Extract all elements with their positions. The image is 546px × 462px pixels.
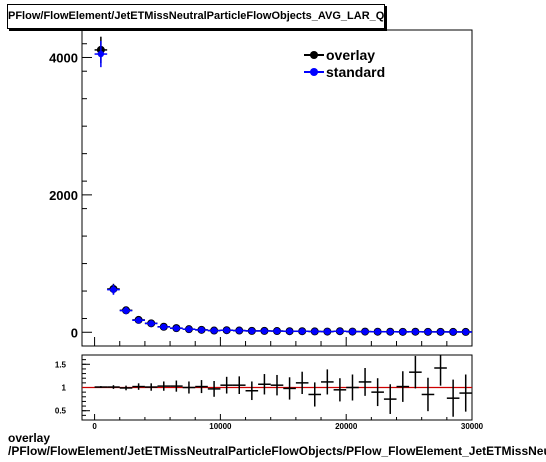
data-point-standard [273, 327, 281, 335]
ratio-y-tick-label: 1 [62, 384, 67, 393]
main-y-tick-label: 0 [71, 325, 78, 340]
data-point-standard [122, 307, 130, 314]
series-overlay [94, 36, 472, 336]
data-point-standard [387, 328, 394, 335]
ratio-x-tick-label: 10000 [209, 422, 232, 431]
footer-line-2: /PFlow/FlowElement/JetETMissNeutralParti… [8, 444, 546, 458]
footer-caption: overlay /PFlow/FlowElement/JetETMissNeut… [8, 432, 546, 458]
data-point-standard [399, 328, 407, 336]
main-plot-border [81, 29, 473, 347]
data-point-standard [412, 328, 419, 335]
data-point-standard [261, 327, 268, 335]
data-point-standard [462, 328, 469, 336]
data-point-standard [173, 325, 180, 332]
ratio-x-tick-label: 30000 [461, 422, 484, 431]
data-point-standard [97, 50, 105, 58]
data-point-standard [449, 328, 457, 336]
data-point-standard [248, 327, 256, 335]
data-point-standard [160, 323, 167, 331]
footer-line-1: overlay [8, 432, 51, 445]
data-point-standard [236, 327, 243, 334]
data-point-standard [298, 328, 306, 335]
series-standard [94, 40, 472, 336]
legend-label-standard: standard [326, 64, 385, 80]
chart-title: PFlow/FlowElement/JetETMissNeutralPartic… [7, 4, 385, 29]
main-y-tick-label: 4000 [49, 50, 78, 65]
data-point-standard [361, 328, 369, 335]
data-point-standard [286, 328, 293, 335]
data-point-standard [210, 327, 218, 334]
data-point-standard [185, 326, 193, 333]
legend-marker-standard [310, 68, 318, 76]
data-point-standard [110, 286, 117, 293]
ratio-x-tick-label: 20000 [335, 422, 358, 431]
data-point-standard [223, 327, 230, 334]
data-point-standard [336, 328, 344, 335]
data-point-standard [424, 328, 432, 336]
data-point-standard [374, 328, 381, 335]
data-point-standard [147, 320, 155, 327]
main-y-tick-label: 2000 [49, 188, 78, 203]
data-point-standard [135, 317, 142, 324]
data-point-standard [324, 328, 331, 335]
ratio-y-tick-label: 1.5 [55, 360, 67, 369]
data-point-standard [198, 326, 205, 334]
main-plot-frame [81, 29, 473, 347]
ratio-y-tick-label: 0.5 [55, 407, 67, 416]
legend-label-overlay: overlay [326, 47, 375, 63]
legend-marker-overlay [310, 51, 318, 59]
ratio-plot-series [82, 355, 472, 417]
main-axis-ticks: 0 2000 4000 [49, 43, 473, 347]
data-point-standard [349, 328, 356, 335]
main-plot-series [94, 36, 472, 336]
data-point-standard [311, 328, 318, 335]
data-point-standard [437, 328, 444, 336]
ratio-x-tick-label: 0 [92, 422, 97, 431]
